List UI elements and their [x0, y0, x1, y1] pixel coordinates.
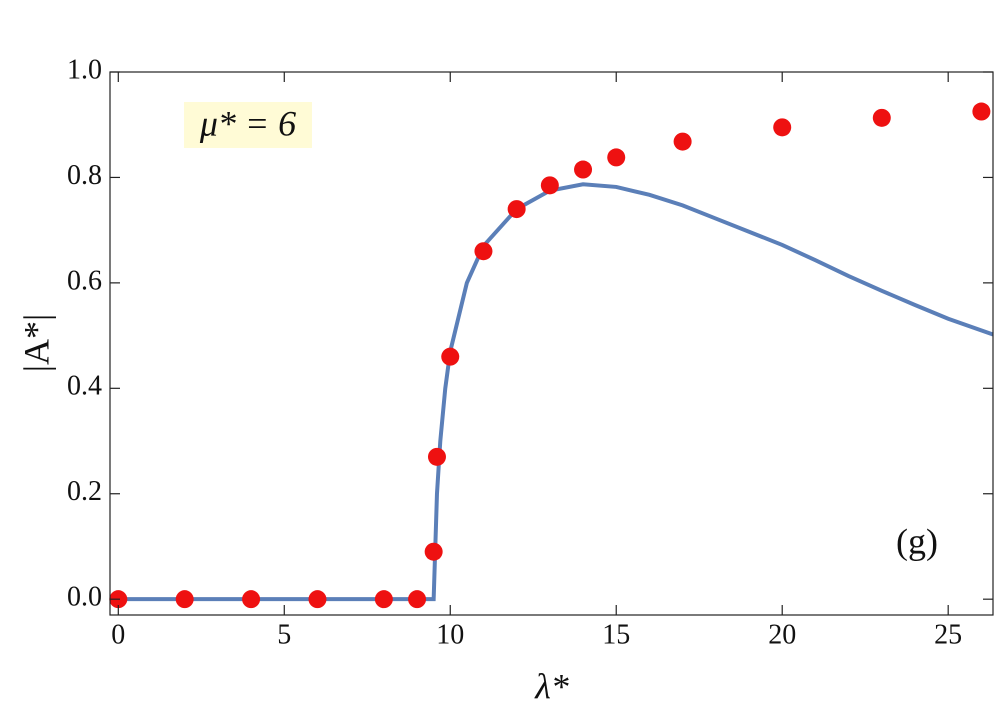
x-tick-label: 20 — [768, 619, 796, 650]
x-tick-label: 10 — [436, 619, 464, 650]
point — [474, 242, 493, 261]
y-tick-label: 0.0 — [67, 582, 102, 613]
point — [773, 118, 792, 137]
annotation-box — [184, 102, 312, 148]
point — [673, 132, 692, 151]
point — [374, 590, 393, 609]
annotation: (g) — [896, 521, 938, 561]
point — [540, 176, 559, 195]
x-tick-label: 5 — [277, 619, 291, 650]
curve — [110, 182, 994, 602]
y-tick-label: 0.6 — [67, 265, 102, 296]
y-tick-label: 0.2 — [67, 476, 102, 507]
x-tick-label: 25 — [934, 619, 962, 650]
x-tick-label: 15 — [602, 619, 630, 650]
point — [507, 200, 526, 219]
point — [872, 108, 891, 127]
y-tick-label: 1.0 — [67, 54, 102, 85]
x-tick-label: 0 — [111, 619, 125, 650]
point — [972, 102, 991, 121]
point — [427, 447, 446, 466]
point — [242, 590, 261, 609]
point — [424, 542, 443, 561]
point — [607, 148, 626, 167]
y-axis-label: |A*| — [16, 314, 56, 372]
point — [408, 590, 427, 609]
y-tick-label: 0.8 — [67, 160, 102, 191]
point — [175, 590, 194, 609]
y-tick-label: 0.4 — [67, 371, 102, 402]
x-axis-label: λ* — [534, 666, 569, 706]
plot-frame — [109, 71, 994, 616]
point — [574, 160, 593, 179]
point — [441, 347, 460, 366]
annotation: μ* = 6 — [199, 103, 296, 143]
point — [308, 590, 327, 609]
